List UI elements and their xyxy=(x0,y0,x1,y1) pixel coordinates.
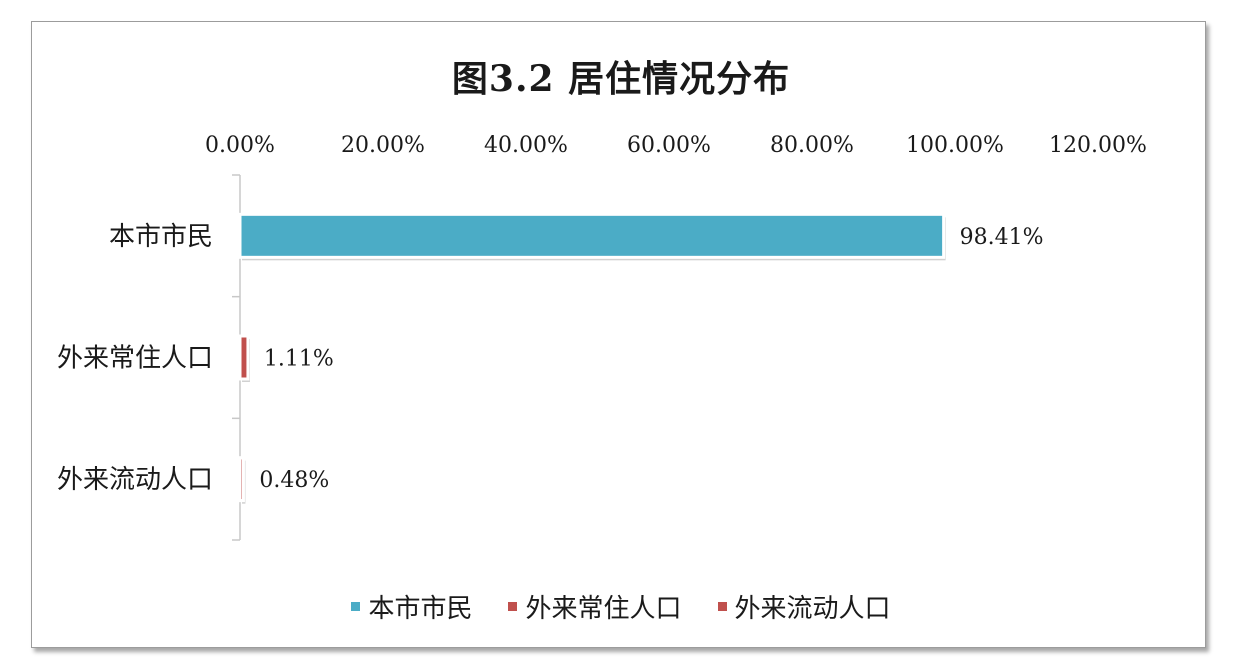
x-tick-label: 40.00% xyxy=(484,133,568,158)
category-label: 本市市民 xyxy=(109,222,213,252)
chart-frame xyxy=(31,21,1206,648)
legend-swatch xyxy=(351,602,361,611)
bar xyxy=(238,212,946,259)
bar xyxy=(238,334,250,381)
legend: 本市市民 外来常住人口 外来流动人口 xyxy=(0,588,1242,625)
legend-item: 本市市民 xyxy=(351,588,472,625)
bar xyxy=(238,456,245,503)
x-tick-label: 0.00% xyxy=(205,133,275,158)
legend-item: 外来常住人口 xyxy=(508,588,682,625)
chart-title: 图3.2 居住情况分布 xyxy=(451,58,791,100)
data-label: 98.41% xyxy=(960,225,1044,250)
data-label: 0.48% xyxy=(259,468,329,493)
x-tick-label: 60.00% xyxy=(627,133,711,158)
legend-item: 外来流动人口 xyxy=(717,588,891,625)
category-label: 外来流动人口 xyxy=(57,465,213,495)
category-label: 外来常住人口 xyxy=(57,344,213,374)
x-tick-label: 120.00% xyxy=(1049,133,1147,158)
legend-label: 本市市民 xyxy=(368,594,473,624)
legend-label: 外来常住人口 xyxy=(525,594,682,624)
x-tick-label: 20.00% xyxy=(341,133,425,158)
x-tick-label: 100.00% xyxy=(906,133,1004,158)
data-label: 1.11% xyxy=(264,347,334,372)
legend-swatch xyxy=(717,602,727,611)
legend-label: 外来流动人口 xyxy=(734,594,891,624)
x-tick-label: 80.00% xyxy=(770,133,854,158)
legend-swatch xyxy=(508,602,518,611)
